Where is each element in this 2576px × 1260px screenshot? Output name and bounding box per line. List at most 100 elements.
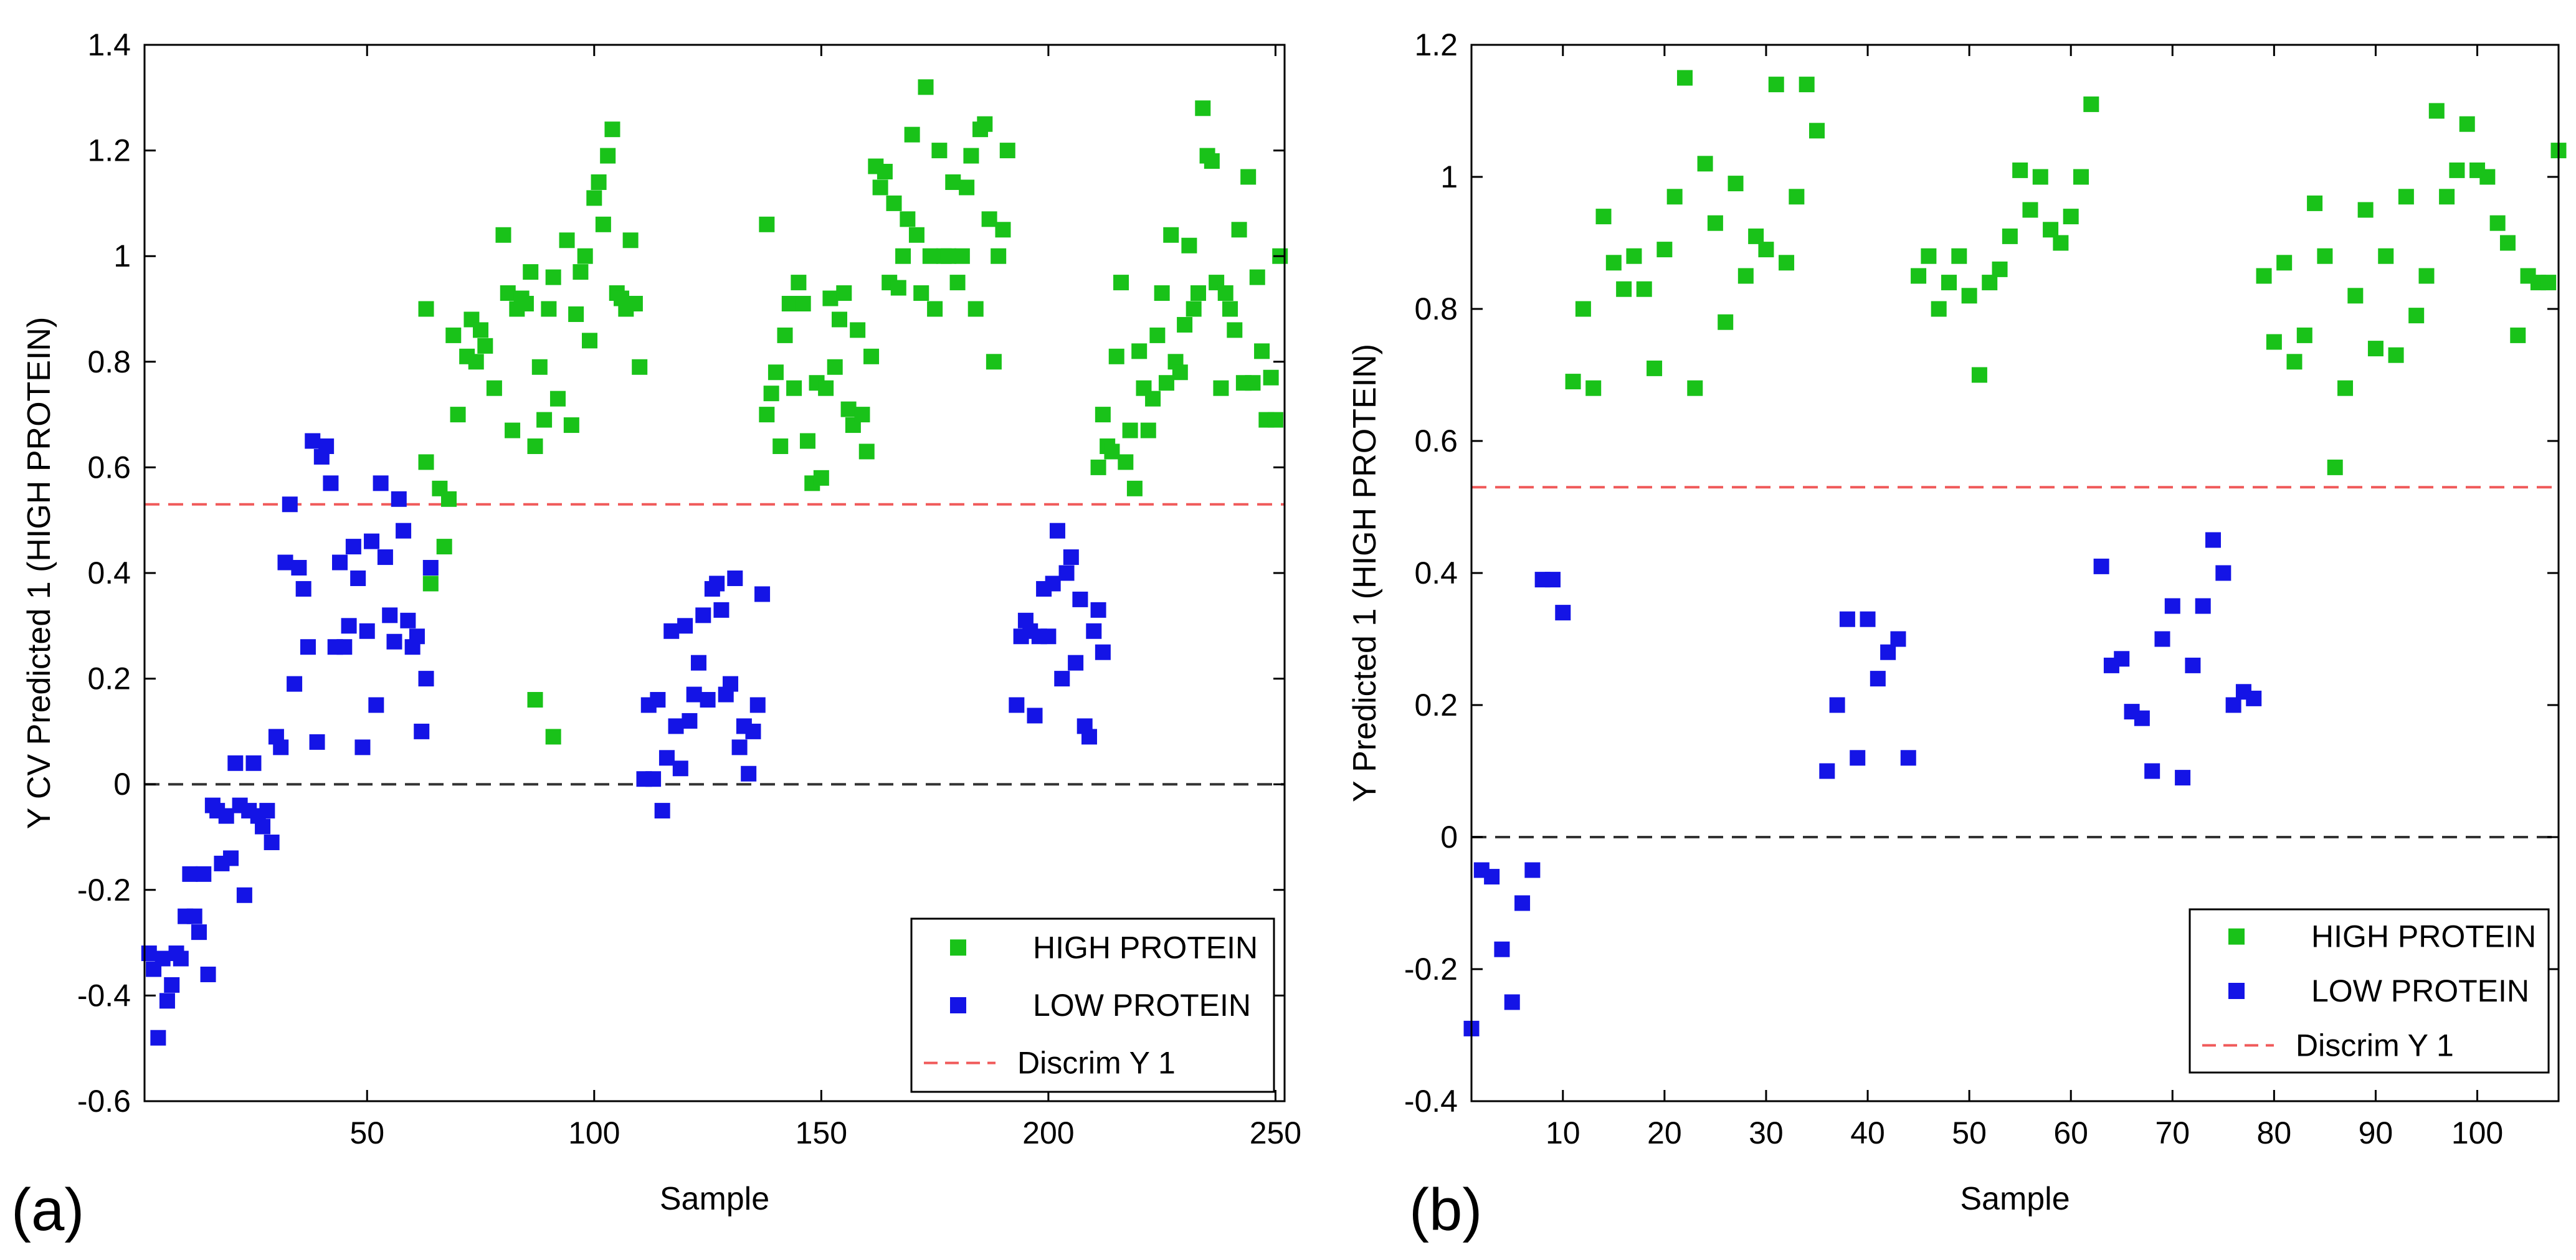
low-protein-point	[1009, 697, 1025, 713]
high-protein-point	[2022, 202, 2038, 218]
high-protein-point	[1122, 422, 1138, 438]
high-protein-point	[627, 296, 643, 312]
high-protein-point	[1616, 281, 1632, 297]
high-protein-point	[604, 121, 620, 138]
x-tick-label: 30	[1749, 1116, 1784, 1150]
high-protein-point	[1707, 215, 1723, 231]
high-protein-point	[1172, 364, 1188, 381]
x-tick-label: 70	[2155, 1116, 2190, 1150]
low-protein-point	[1850, 750, 1866, 766]
high-protein-point	[468, 354, 484, 370]
low-protein-point	[277, 554, 293, 571]
low-protein-point	[727, 570, 743, 586]
high-protein-point	[877, 164, 893, 180]
low-protein-point	[273, 739, 289, 756]
high-protein-point	[2347, 288, 2364, 304]
high-protein-point	[2317, 248, 2333, 264]
high-protein-point	[831, 311, 847, 328]
high-protein-point	[850, 322, 866, 338]
low-protein-point	[2175, 770, 2191, 786]
legend-high-protein-label: HIGH PROTEIN	[2311, 919, 2536, 954]
low-protein-point	[709, 576, 725, 592]
high-protein-point	[1213, 380, 1229, 396]
y-tick-label: 0.6	[87, 450, 131, 485]
high-protein-point	[1575, 301, 1591, 317]
low-protein-point	[164, 977, 180, 993]
high-protein-point	[1158, 375, 1174, 391]
low-protein-point	[2093, 558, 2109, 574]
high-protein-point	[1227, 322, 1243, 338]
low-protein-point	[1880, 644, 1896, 660]
high-protein-point	[450, 407, 466, 423]
low-protein-point	[1068, 655, 1084, 671]
low-protein-point	[1045, 576, 1061, 592]
low-protein-point	[1090, 602, 1106, 618]
high-protein-point	[781, 296, 797, 312]
high-protein-point	[2012, 162, 2028, 178]
high-protein-point	[786, 380, 802, 396]
low-protein-point	[749, 697, 766, 713]
y-tick-label: 1.2	[1414, 27, 1458, 62]
high-protein-point	[2439, 189, 2455, 205]
low-protein-point	[1900, 750, 1916, 766]
high-protein-point	[573, 264, 589, 280]
low-protein-point	[422, 560, 439, 576]
high-protein-point	[1181, 237, 1197, 253]
high-protein-point	[1911, 268, 1927, 284]
low-protein-point	[677, 618, 693, 634]
high-protein-point	[1982, 275, 1998, 291]
low-protein-point	[1081, 729, 1097, 745]
high-protein-point	[1090, 459, 1106, 475]
low-protein-point	[323, 475, 339, 491]
low-protein-point	[754, 586, 771, 602]
high-protein-point	[527, 438, 543, 454]
y-tick-label: 1.2	[87, 133, 131, 168]
high-protein-point	[913, 285, 929, 301]
high-protein-point	[772, 438, 789, 454]
high-protein-point	[595, 216, 611, 232]
low-protein-point	[336, 639, 353, 655]
high-protein-point	[763, 386, 779, 402]
low-protein-point	[700, 692, 716, 708]
high-protein-point	[791, 275, 807, 291]
low-protein-point	[1054, 671, 1070, 687]
high-protein-point	[1195, 100, 1211, 116]
high-protein-point	[2307, 195, 2323, 211]
high-protein-point	[981, 211, 997, 227]
low-protein-point	[745, 723, 761, 739]
y-tick-label: 1	[113, 239, 131, 273]
low-protein-point	[713, 602, 730, 618]
high-protein-point	[2286, 354, 2303, 370]
high-protein-point	[827, 359, 843, 375]
low-protein-point	[1027, 708, 1043, 724]
legend-low-protein-marker	[2228, 983, 2245, 999]
panel-label: (a)	[11, 1177, 84, 1243]
y-tick-label: -0.2	[1404, 952, 1458, 987]
low-protein-point	[1058, 565, 1075, 581]
low-protein-point	[2114, 651, 2130, 667]
low-protein-point	[396, 523, 412, 539]
high-protein-point	[2073, 169, 2089, 185]
high-protein-point	[473, 322, 489, 338]
high-protein-point	[813, 470, 829, 486]
low-protein-point	[2185, 657, 2201, 673]
high-protein-point	[1222, 301, 1238, 317]
high-protein-point	[1799, 77, 1815, 93]
high-protein-point	[1961, 288, 1977, 304]
x-tick-label: 200	[1022, 1116, 1074, 1150]
high-protein-point	[1254, 343, 1270, 359]
low-protein-point	[227, 755, 244, 771]
high-protein-point	[545, 269, 561, 285]
high-protein-point	[559, 232, 575, 249]
high-protein-point	[2418, 268, 2435, 284]
low-protein-point	[400, 612, 416, 628]
high-protein-point	[963, 148, 979, 164]
high-protein-point	[1921, 248, 1937, 264]
high-protein-point	[1163, 227, 1179, 243]
high-protein-point	[927, 301, 943, 317]
low-protein-point	[663, 623, 680, 639]
high-protein-point	[2398, 189, 2414, 205]
low-protein-point	[377, 549, 393, 566]
low-protein-point	[1049, 523, 1065, 539]
high-protein-point	[527, 692, 543, 708]
